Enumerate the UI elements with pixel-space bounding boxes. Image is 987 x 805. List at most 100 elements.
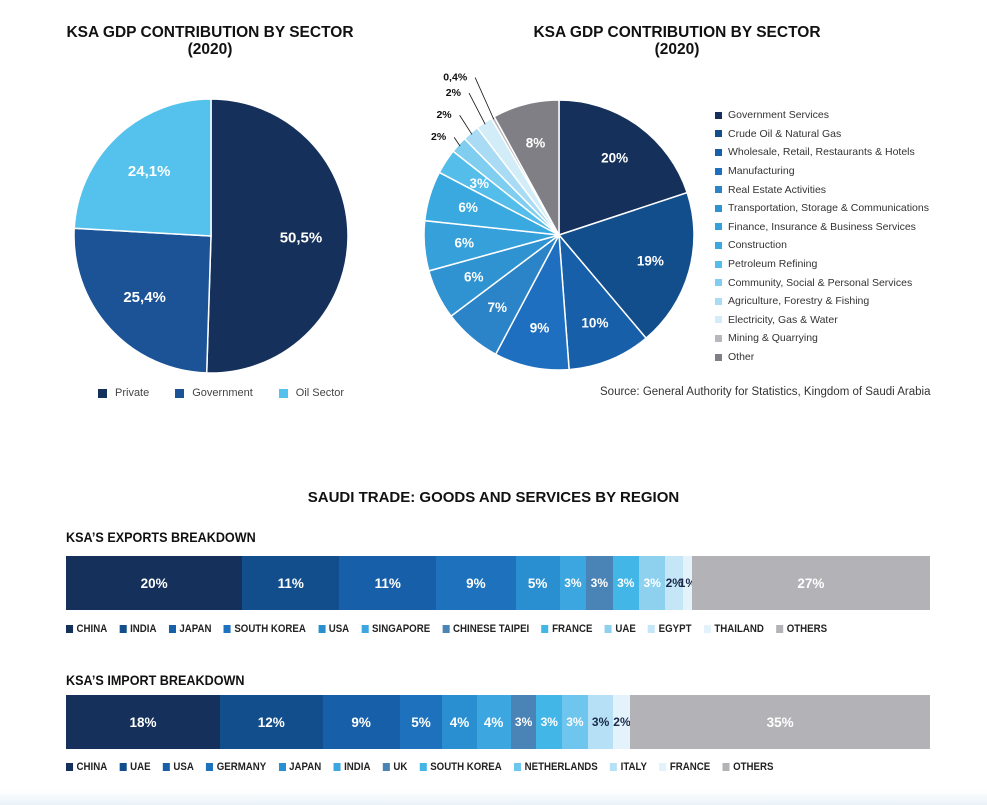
exports-segment-chinese-taipei: 3%	[586, 556, 613, 610]
pie2-leader-community-social-personal-services	[453, 137, 461, 147]
exports-segment-france: 3%	[612, 556, 639, 610]
pie1-legend-label: Government	[192, 387, 253, 399]
exports-legend-item-south-korea: SOUTH KOREA	[223, 623, 306, 635]
exports-legend-swatch	[776, 625, 784, 633]
exports-segment-india: 11%	[242, 556, 340, 610]
pie2-legend-item-wholesale-retail-restaurants-hotels: Wholesale, Retail, Restaurants & Hotels	[715, 143, 929, 162]
imports-legend-item-others: OTHERS	[722, 761, 774, 773]
exports-legend-label: CHINESE TAIPEI	[453, 623, 530, 635]
imports-legend-label: UAE	[130, 761, 151, 773]
exports-legend-swatch	[318, 625, 326, 633]
pie2-legend-label: Crude Oil & Natural Gas	[728, 127, 842, 140]
pie2-legend-swatch	[715, 204, 722, 212]
pie2-legend-item-mining-quarrying: Mining & Quarrying	[715, 329, 929, 348]
pie2-legend-swatch	[715, 260, 722, 268]
exports-legend-item-india: INDIA	[119, 623, 157, 635]
pie2-label-real-estate-activities: 7%	[488, 300, 508, 315]
imports-legend-swatch	[66, 763, 74, 771]
imports-legend-swatch	[610, 763, 618, 771]
imports-legend-label: INDIA	[344, 761, 371, 773]
exports-legend-label: SINGAPORE	[372, 623, 431, 635]
pie2-label-mining-quarrying: 0,4%	[443, 71, 468, 83]
trade-section-title: SAUDI TRADE: GOODS AND SERVICES BY REGIO…	[307, 489, 680, 506]
imports-segment-japan: 4%	[442, 695, 477, 749]
imports-legend-swatch	[382, 763, 390, 771]
pie2-legend-swatch	[715, 334, 722, 342]
pie2-label-government-services: 20%	[601, 151, 628, 166]
exports-legend-item-singapore: SINGAPORE	[361, 623, 431, 635]
pie1-legend-swatch	[98, 388, 107, 398]
pie2-legend-item-other: Other	[715, 348, 929, 367]
exports-segment-egypt: 2%	[665, 556, 684, 610]
pie2-legend-item-petroleum-refining: Petroleum Refining	[715, 255, 929, 274]
pie2-slice-government-services	[558, 99, 689, 237]
pie2-legend-swatch	[715, 297, 722, 305]
imports-segment-uk: 3%	[510, 695, 537, 749]
imports-legend-label: CHINA	[76, 761, 108, 773]
pie2-title: KSA GDP CONTRIBUTION BY SECTOR (2020)	[527, 24, 827, 58]
pie1-title: KSA GDP CONTRIBUTION BY SECTOR (2020)	[60, 24, 360, 58]
pie2-legend-label: Real Estate Activities	[728, 183, 827, 196]
pie2-label-electricity-gas-water: 2%	[446, 87, 462, 99]
imports-legend-swatch	[722, 763, 730, 771]
exports-legend-item-chinese-taipei: CHINESE TAIPEI	[442, 623, 529, 635]
imports-legend-item-india: INDIA	[333, 761, 371, 773]
pie1-legend-label: Private	[115, 387, 150, 399]
exports-segment-south-korea: 9%	[436, 556, 516, 610]
pie2-legend-swatch	[715, 167, 722, 175]
imports-stacked-bar: 18% 12% 9% 5% 4% 4% 3% 3% 3% 3% 2% 35%	[66, 695, 930, 749]
exports-legend-swatch	[648, 625, 656, 633]
exports-legend-label: OTHERS	[786, 623, 828, 635]
gdp-sector-pie-chart: 50,5% 25,4% 24,1%	[73, 98, 349, 374]
pie2-legend-item-crude-oil-natural-gas: Crude Oil & Natural Gas	[715, 125, 929, 144]
imports-legend-swatch	[162, 763, 170, 771]
pie2-legend-item-agriculture-forestry-fishing: Agriculture, Forestry & Fishing	[715, 292, 929, 311]
pie2-legend-item-real-estate-activities: Real Estate Activities	[715, 180, 929, 199]
pie2-legend-item-finance-insurance-business-services: Finance, Insurance & Business Services	[715, 218, 929, 237]
imports-segment-others: 35%	[630, 695, 930, 749]
exports-segment-others: 27%	[691, 556, 930, 610]
exports-legend-label: EGYPT	[658, 623, 692, 635]
pie2-legend-label: Construction	[728, 239, 787, 252]
pie2-legend-swatch	[715, 353, 722, 361]
pie2-legend: Government Services Crude Oil & Natural G…	[715, 106, 929, 366]
imports-legend-swatch	[514, 763, 522, 771]
exports-legend-swatch	[223, 625, 231, 633]
pie2-legend-label: Other	[728, 351, 755, 364]
pie2-leader-mining-quarrying	[474, 77, 495, 120]
pie2-title-line2: (2020)	[654, 41, 700, 58]
pie2-legend-label: Transportation, Storage & Communications	[728, 202, 929, 215]
exports-legend: CHINA INDIA JAPAN SOUTH KOREA USA SINGAPORE CH…	[66, 623, 839, 635]
pie2-legend-label: Agriculture, Forestry & Fishing	[728, 295, 870, 308]
imports-legend-label: SOUTH KOREA	[430, 761, 502, 773]
exports-legend-label: CHINA	[76, 623, 108, 635]
pie2-legend-item-electricity-gas-water: Electricity, Gas & Water	[715, 311, 929, 330]
imports-legend-label: OTHERS	[733, 761, 774, 773]
imports-segment-france: 2%	[613, 695, 631, 749]
imports-segment-italy: 3%	[587, 695, 614, 749]
imports-legend-item-italy: ITALY	[610, 761, 647, 773]
pie1-label-government: 25,4%	[123, 289, 166, 306]
pie1-label-oil-sector: 24,1%	[128, 163, 171, 180]
exports-legend-label: USA	[328, 623, 350, 635]
pie2-legend-item-government-services: Government Services	[715, 106, 929, 125]
pie2-slice-crude-oil-natural-gas	[557, 191, 695, 340]
exports-segment-uae: 3%	[638, 556, 666, 610]
exports-title: KSA’S EXPORTS BREAKDOWN	[66, 529, 256, 545]
imports-legend-swatch	[333, 763, 341, 771]
exports-legend-item-others: OTHERS	[776, 623, 827, 635]
imports-title: KSA’S IMPORT BREAKDOWN	[66, 672, 245, 688]
pie1-slice-government	[73, 227, 212, 374]
imports-legend-swatch	[419, 763, 427, 771]
imports-legend-swatch	[278, 763, 286, 771]
pie2-label-wholesale-retail-restaurants-hotels: 10%	[581, 316, 608, 331]
exports-legend-label: INDIA	[130, 623, 157, 635]
exports-legend-item-usa: USA	[318, 623, 349, 635]
exports-legend-item-egypt: EGYPT	[648, 623, 691, 635]
pie2-legend-swatch	[715, 148, 722, 156]
imports-legend-item-france: FRANCE	[659, 761, 710, 773]
pie1-legend-item-oil-sector: Oil Sector	[278, 387, 344, 399]
pie1-label-private: 50,5%	[280, 230, 323, 247]
exports-legend-label: FRANCE	[552, 623, 593, 635]
pie2-legend-label: Mining & Quarrying	[728, 332, 818, 345]
